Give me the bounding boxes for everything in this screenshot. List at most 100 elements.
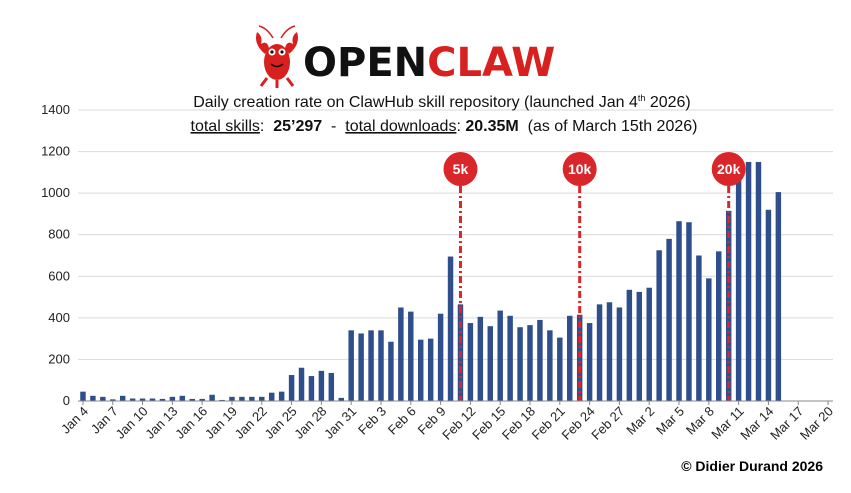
bar: [159, 398, 166, 401]
lobster-icon: [256, 25, 298, 88]
bar: [219, 399, 225, 401]
bar: [119, 395, 126, 401]
milestone-marker-20k: 20k: [711, 152, 746, 401]
bar: [716, 251, 722, 401]
x-tick-label: Feb 6: [385, 404, 419, 438]
bar: [636, 291, 643, 402]
milestone-label: 5k: [453, 161, 469, 177]
copyright-credit: © Didier Durand 2026: [681, 458, 823, 474]
svg-text:OPENCLAW: OPENCLAW: [303, 40, 555, 86]
bar: [189, 398, 195, 401]
title-sup: th: [638, 93, 646, 103]
bar: [706, 278, 712, 401]
x-tick-label: Mar 5: [653, 404, 687, 438]
milestone-circle: [443, 152, 478, 186]
x-tick-label: Jan 16: [172, 404, 210, 442]
bar: [696, 255, 702, 401]
bar: [646, 287, 652, 401]
bar: [487, 326, 493, 401]
bar: [477, 316, 484, 401]
bar: [775, 192, 782, 401]
bar: [765, 209, 772, 401]
bar: [90, 395, 96, 401]
bar: [139, 398, 146, 401]
bar: [467, 323, 474, 401]
y-tick-label: 1400: [41, 102, 70, 117]
y-tick-label: 0: [63, 393, 70, 408]
bar: [348, 330, 354, 401]
gridlines: [78, 109, 833, 360]
stat-downloads-value: 20.35M: [465, 118, 518, 135]
x-tick-label: Jan 4: [58, 404, 91, 437]
stat-downloads-sep: :: [456, 118, 465, 135]
stat-skills-value: 25’297: [273, 118, 322, 135]
bar: [398, 307, 404, 401]
bar: [616, 307, 623, 401]
bar: [199, 398, 205, 401]
bar: [517, 327, 523, 401]
y-axis-ticks: 0 200 400 600 800 1000 1200 1400: [41, 102, 70, 408]
milestone-markers: 5k 10k 20k: [443, 152, 746, 401]
bar: [437, 313, 444, 401]
bar: [100, 396, 106, 401]
x-tick-label: Feb 27: [588, 404, 627, 443]
bar: [606, 302, 613, 401]
stat-asof: (as of March 15th 2026): [519, 118, 698, 135]
bar: [596, 304, 603, 401]
bar: [725, 210, 732, 401]
bar: [656, 250, 662, 401]
stat-downloads-label: total downloads: [345, 118, 456, 135]
chart-title: Daily creation rate on ClawHub skill rep…: [193, 93, 691, 111]
bar: [229, 396, 235, 401]
milestone-marker-5k: 5k: [443, 152, 478, 401]
stat-dash: -: [322, 118, 345, 135]
bar: [735, 172, 742, 401]
bar: [676, 221, 682, 401]
bar: [745, 161, 752, 401]
logo: OPENCLAW: [256, 25, 555, 88]
bar: [179, 395, 186, 401]
bar: [427, 338, 434, 401]
bar: [686, 222, 692, 401]
milestone-circle: [562, 152, 597, 186]
y-tick-label: 600: [48, 268, 70, 283]
bar: [149, 398, 156, 401]
bar: [249, 396, 255, 401]
bar: [259, 396, 265, 401]
bar: [338, 397, 344, 401]
bar: [328, 372, 335, 401]
bar: [298, 367, 305, 401]
bar: [278, 391, 285, 401]
bar: [80, 391, 86, 401]
x-tick-label: Jan 19: [202, 404, 240, 442]
bar: [110, 399, 116, 401]
bar: [497, 310, 503, 401]
bar: [547, 330, 553, 401]
title-main: Daily creation rate on ClawHub skill rep…: [193, 94, 638, 111]
x-tick-label: Jan 25: [261, 404, 299, 442]
bar: [268, 392, 275, 401]
bar: [318, 370, 325, 401]
bar: [567, 315, 573, 401]
bar: [388, 341, 394, 401]
bar: [447, 256, 454, 401]
x-tick-label: Jan 10: [112, 404, 150, 442]
bar: [378, 330, 384, 401]
chart-subtitle: total skills: 25’297 - total downloads: …: [191, 118, 698, 135]
bar: [537, 319, 543, 401]
y-tick-label: 800: [48, 227, 70, 242]
bar: [755, 161, 762, 401]
y-tick-label: 1000: [41, 185, 70, 200]
bar: [626, 289, 633, 401]
stat-skills-sep: :: [260, 118, 273, 135]
bar: [169, 396, 176, 401]
y-tick-label: 200: [48, 351, 70, 366]
x-tick-label: Jan 13: [142, 404, 180, 442]
bar: [239, 396, 245, 401]
x-tick-label: Jan 22: [232, 404, 270, 442]
bar: [418, 339, 424, 401]
x-tick-label: Jan 28: [291, 404, 329, 442]
x-tick-label: Feb 3: [355, 404, 389, 438]
